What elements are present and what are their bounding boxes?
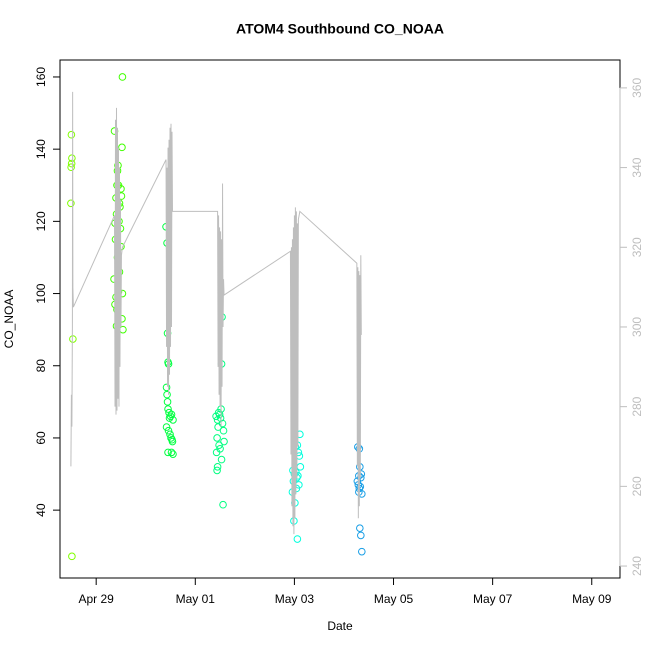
point [67, 130, 76, 139]
point [213, 434, 221, 442]
point [68, 154, 76, 162]
point [220, 437, 228, 446]
point [168, 437, 177, 446]
point [164, 448, 172, 457]
point [219, 426, 228, 435]
y2-tick-label: 320 [630, 237, 644, 257]
point [217, 455, 226, 464]
point [358, 547, 366, 556]
line [70, 91, 362, 535]
point [167, 410, 176, 419]
point [163, 390, 171, 399]
y2-tick-label: 360 [630, 78, 644, 98]
x-axis-label: Date [327, 619, 353, 633]
point [213, 463, 222, 471]
point [164, 426, 173, 435]
point [165, 408, 173, 417]
y2-tick-label: 240 [630, 556, 644, 576]
point [212, 448, 221, 457]
x-tick-label: May 01 [176, 592, 216, 606]
x-tick-label: May 03 [275, 592, 315, 606]
point [164, 405, 172, 413]
point [118, 143, 126, 152]
y-tick-label: 40 [34, 503, 48, 517]
point [166, 430, 174, 439]
y2-tick-label: 280 [630, 396, 644, 416]
point [169, 416, 177, 424]
y2-tick-label: 340 [630, 157, 644, 177]
y-tick-label: 80 [34, 359, 48, 373]
x-tick-label: May 09 [572, 592, 612, 606]
y-axis-label: CO_NOAA [2, 290, 16, 349]
point [167, 448, 176, 457]
y-tick-label: 60 [34, 431, 48, 445]
point [67, 159, 76, 168]
point [163, 398, 172, 406]
point [69, 335, 77, 343]
point [212, 412, 220, 421]
y2-tick-label: 260 [630, 476, 644, 496]
y-tick-label: 140 [34, 139, 48, 159]
point [169, 450, 177, 458]
point [68, 552, 76, 561]
point [119, 325, 127, 334]
point [219, 500, 227, 509]
point [356, 524, 364, 532]
x-tick-label: May 07 [473, 592, 513, 606]
y2-tick-label: 300 [630, 317, 644, 337]
point [293, 535, 302, 543]
plot-box [59, 59, 621, 579]
point [162, 423, 171, 431]
point [214, 423, 222, 431]
y-tick-label: 160 [34, 67, 48, 87]
x-tick-label: Apr 29 [78, 592, 114, 606]
point [118, 73, 127, 81]
point [357, 531, 365, 540]
point [162, 383, 171, 392]
y-tick-label: 100 [34, 283, 48, 303]
point [356, 482, 365, 491]
point [215, 441, 223, 449]
point [67, 163, 75, 172]
point [213, 466, 221, 475]
y-tick-label: 120 [34, 211, 48, 231]
point [167, 434, 175, 442]
point [67, 199, 75, 208]
x-tick-label: May 05 [374, 592, 414, 606]
chart-title: ATOM4 Southbound CO_NOAA [236, 21, 444, 37]
